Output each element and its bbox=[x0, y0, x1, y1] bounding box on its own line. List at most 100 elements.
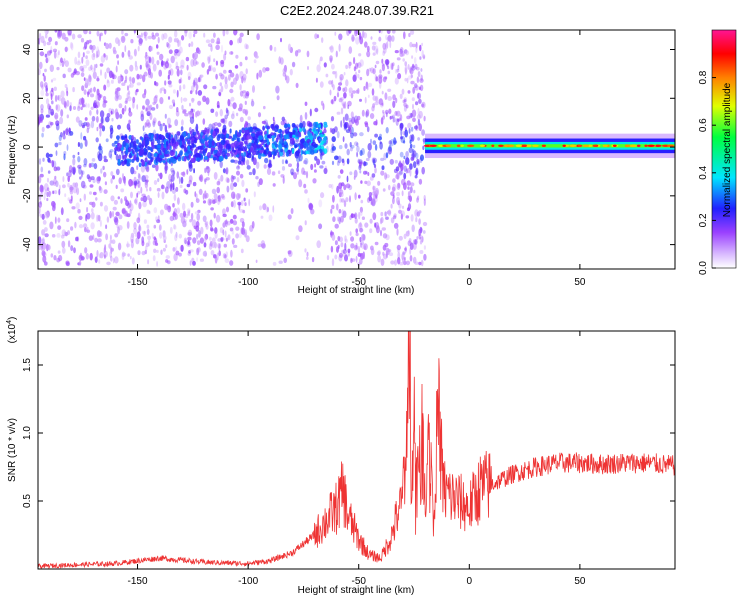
spectrum-cell bbox=[413, 189, 416, 194]
spectrum-cell bbox=[164, 113, 167, 119]
spectrum-cell bbox=[403, 140, 406, 144]
spectrum-cell bbox=[116, 54, 119, 59]
spectrum-cell bbox=[108, 243, 112, 249]
spectrum-cell bbox=[54, 41, 58, 46]
spectrum-cell bbox=[159, 123, 163, 132]
spectrum-cell bbox=[291, 123, 296, 128]
spectrum-cell bbox=[266, 168, 272, 175]
spectrum-cell bbox=[234, 65, 239, 69]
spectrum-cell bbox=[53, 190, 58, 195]
spectrum-peak bbox=[515, 144, 523, 147]
spectrum-cell bbox=[229, 51, 234, 55]
spectrum-cell bbox=[111, 117, 114, 122]
spectrum-cell bbox=[272, 116, 275, 121]
spectrum-cell bbox=[345, 183, 351, 189]
spectrum-cell bbox=[69, 190, 74, 195]
spectrum-cell bbox=[226, 178, 230, 183]
spectrum-cell bbox=[299, 114, 303, 123]
spectrum-cell bbox=[80, 97, 85, 104]
spectrum-cell bbox=[411, 65, 416, 71]
spectrum-cell bbox=[248, 171, 253, 176]
spectrum-cell bbox=[159, 154, 165, 159]
spectrum-cell bbox=[93, 100, 98, 109]
spectrum-cell bbox=[174, 234, 178, 242]
spectrum-cell bbox=[251, 221, 255, 229]
spectrum-cell bbox=[304, 157, 309, 165]
spectrum-cell bbox=[252, 157, 257, 166]
spectrum-cell bbox=[55, 150, 58, 157]
spectrum-cell bbox=[192, 131, 196, 136]
spectrum-cell bbox=[337, 175, 341, 179]
spectrum-cell bbox=[38, 236, 42, 245]
spectrum-cell bbox=[104, 244, 107, 253]
spectrum-cell bbox=[420, 68, 423, 72]
spectrum-cell bbox=[56, 167, 61, 171]
spectrum-cell bbox=[256, 33, 260, 41]
spectrum-cell bbox=[66, 218, 70, 223]
spectrum-cell bbox=[271, 143, 274, 149]
spectrum-cell bbox=[55, 180, 59, 188]
spectrum-cell bbox=[337, 86, 342, 92]
spectrum-cell bbox=[343, 92, 347, 99]
spectrum-cell bbox=[196, 233, 199, 240]
spectrum-cell bbox=[165, 149, 168, 155]
spectrum-cell bbox=[177, 39, 180, 48]
spectrum-cell bbox=[375, 60, 380, 65]
spectrum-cell bbox=[158, 224, 162, 231]
spectrum-cell bbox=[170, 55, 175, 64]
spectrum-cell bbox=[422, 56, 426, 60]
spectrum-cell bbox=[50, 253, 54, 258]
spectrum-cell bbox=[152, 121, 156, 128]
spectrum-cell bbox=[307, 66, 309, 70]
spectrum-cell bbox=[43, 192, 46, 201]
spectrum-cell bbox=[89, 184, 94, 188]
spectrum-cell bbox=[321, 37, 324, 43]
spectrum-cell bbox=[403, 233, 407, 239]
spectrum-cell bbox=[196, 257, 199, 262]
spectrum-cell bbox=[123, 154, 127, 159]
spectrum-cell bbox=[122, 173, 124, 181]
spectrum-cell bbox=[356, 62, 359, 67]
spectrum-cell bbox=[49, 159, 52, 164]
spectrum-peak bbox=[438, 144, 444, 147]
spectrum-cell bbox=[127, 202, 131, 209]
spectrum-cell bbox=[67, 132, 72, 137]
spectrum-cell bbox=[58, 141, 62, 146]
spectrum-cell bbox=[184, 239, 187, 245]
spectrum-cell bbox=[366, 85, 369, 91]
spectrum-cell bbox=[145, 55, 147, 63]
spectrum-cell bbox=[113, 199, 118, 205]
spectrum-cell bbox=[49, 191, 52, 196]
spectrum-cell bbox=[179, 65, 185, 69]
spectrum-cell bbox=[191, 219, 197, 227]
spectrum-cell bbox=[380, 258, 385, 266]
spectrum-peak bbox=[625, 144, 631, 147]
spectrum-cell bbox=[203, 132, 205, 136]
spectrum-cell bbox=[399, 47, 404, 54]
spectrum-cell bbox=[104, 30, 107, 35]
spectrum-cell bbox=[257, 152, 262, 160]
spectrum-cell bbox=[382, 109, 385, 114]
spectrum-cell bbox=[76, 187, 80, 196]
spectrum-cell bbox=[137, 180, 141, 189]
spectrum-cell bbox=[262, 203, 267, 211]
spectrum-cell bbox=[343, 122, 347, 130]
spectrum-cell bbox=[118, 95, 122, 100]
spectrum-cell bbox=[51, 160, 55, 168]
spectrum-cell bbox=[60, 57, 63, 63]
spectrum-cell bbox=[291, 134, 296, 138]
spectrum-cell bbox=[41, 238, 45, 244]
spectrum-cell bbox=[399, 151, 404, 158]
spectrum-cell bbox=[382, 251, 385, 256]
spectrum-cell bbox=[209, 240, 213, 247]
spectrum-cell bbox=[183, 156, 187, 162]
spectrum-cell bbox=[169, 226, 173, 234]
spectrum-cell bbox=[243, 140, 248, 144]
spectrum-cell bbox=[201, 138, 205, 144]
spectrum-cell bbox=[244, 202, 247, 207]
spectrum-cell bbox=[415, 125, 418, 131]
spectrum-cell bbox=[70, 245, 74, 252]
spectrum-cell bbox=[402, 58, 406, 62]
spectrum-cell bbox=[239, 32, 244, 38]
spectrum-cell bbox=[88, 163, 92, 168]
